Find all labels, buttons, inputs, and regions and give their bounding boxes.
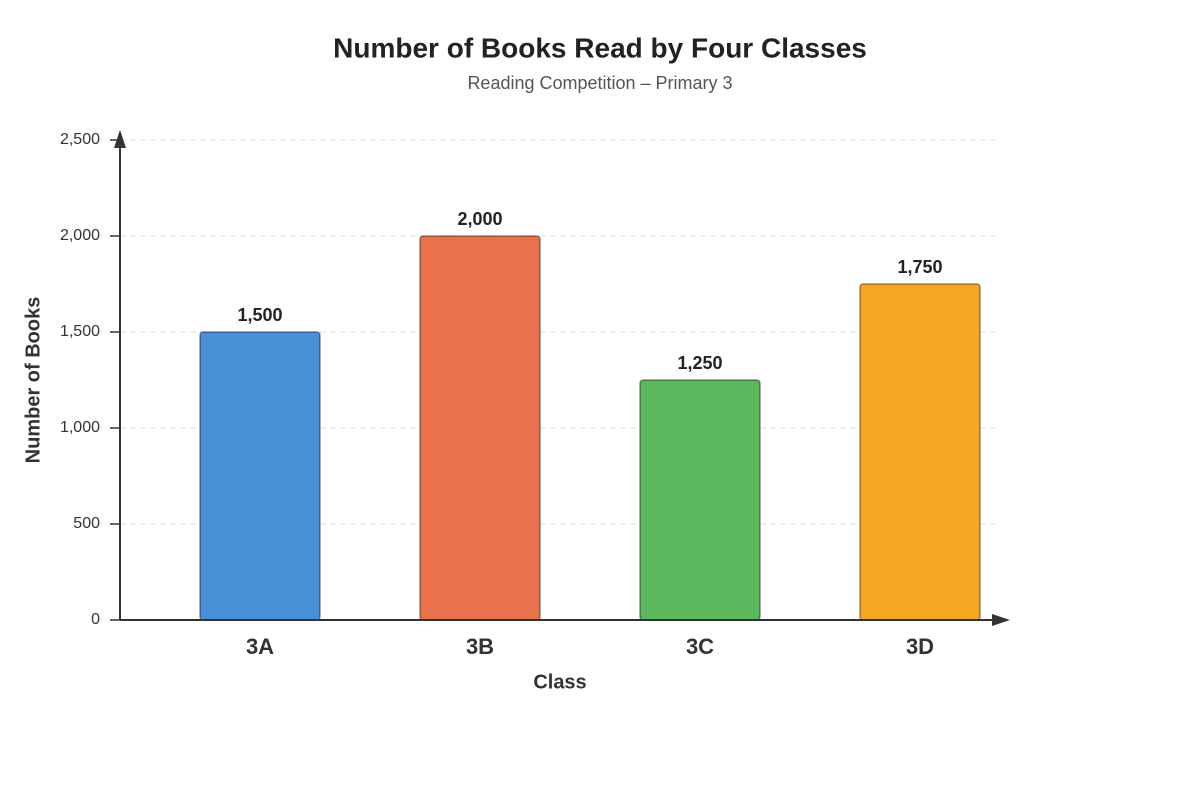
y-tick-label: 1,500 [60,323,100,340]
x-tick-label: 3D [906,634,934,659]
x-tick-label: 3C [686,634,714,659]
x-axis-label: Class [533,671,586,693]
bar [639,379,761,621]
value-label: 1,750 [897,257,942,277]
y-tick-label: 0 [91,611,100,628]
x-tick-label: 3B [466,634,494,659]
x-axis-arrow [992,614,1010,626]
y-tick-label: 2,500 [60,131,100,148]
y-axis-label: Number of Books [22,297,44,464]
y-tick-label: 1,000 [60,419,100,436]
y-axis-arrow [114,130,126,148]
chart-subtitle: Reading Competition – Primary 3 [467,73,732,93]
x-tick-label: 3A [246,634,274,659]
y-tick-label: 2,000 [60,227,100,244]
value-label: 2,000 [457,209,502,229]
y-tick-label: 500 [73,515,100,532]
bar [419,235,541,621]
chart-title: Number of Books Read by Four Classes [333,32,867,63]
bar [859,283,981,621]
bar [199,331,321,621]
value-label: 1,250 [677,353,722,373]
value-label: 1,500 [237,305,282,325]
